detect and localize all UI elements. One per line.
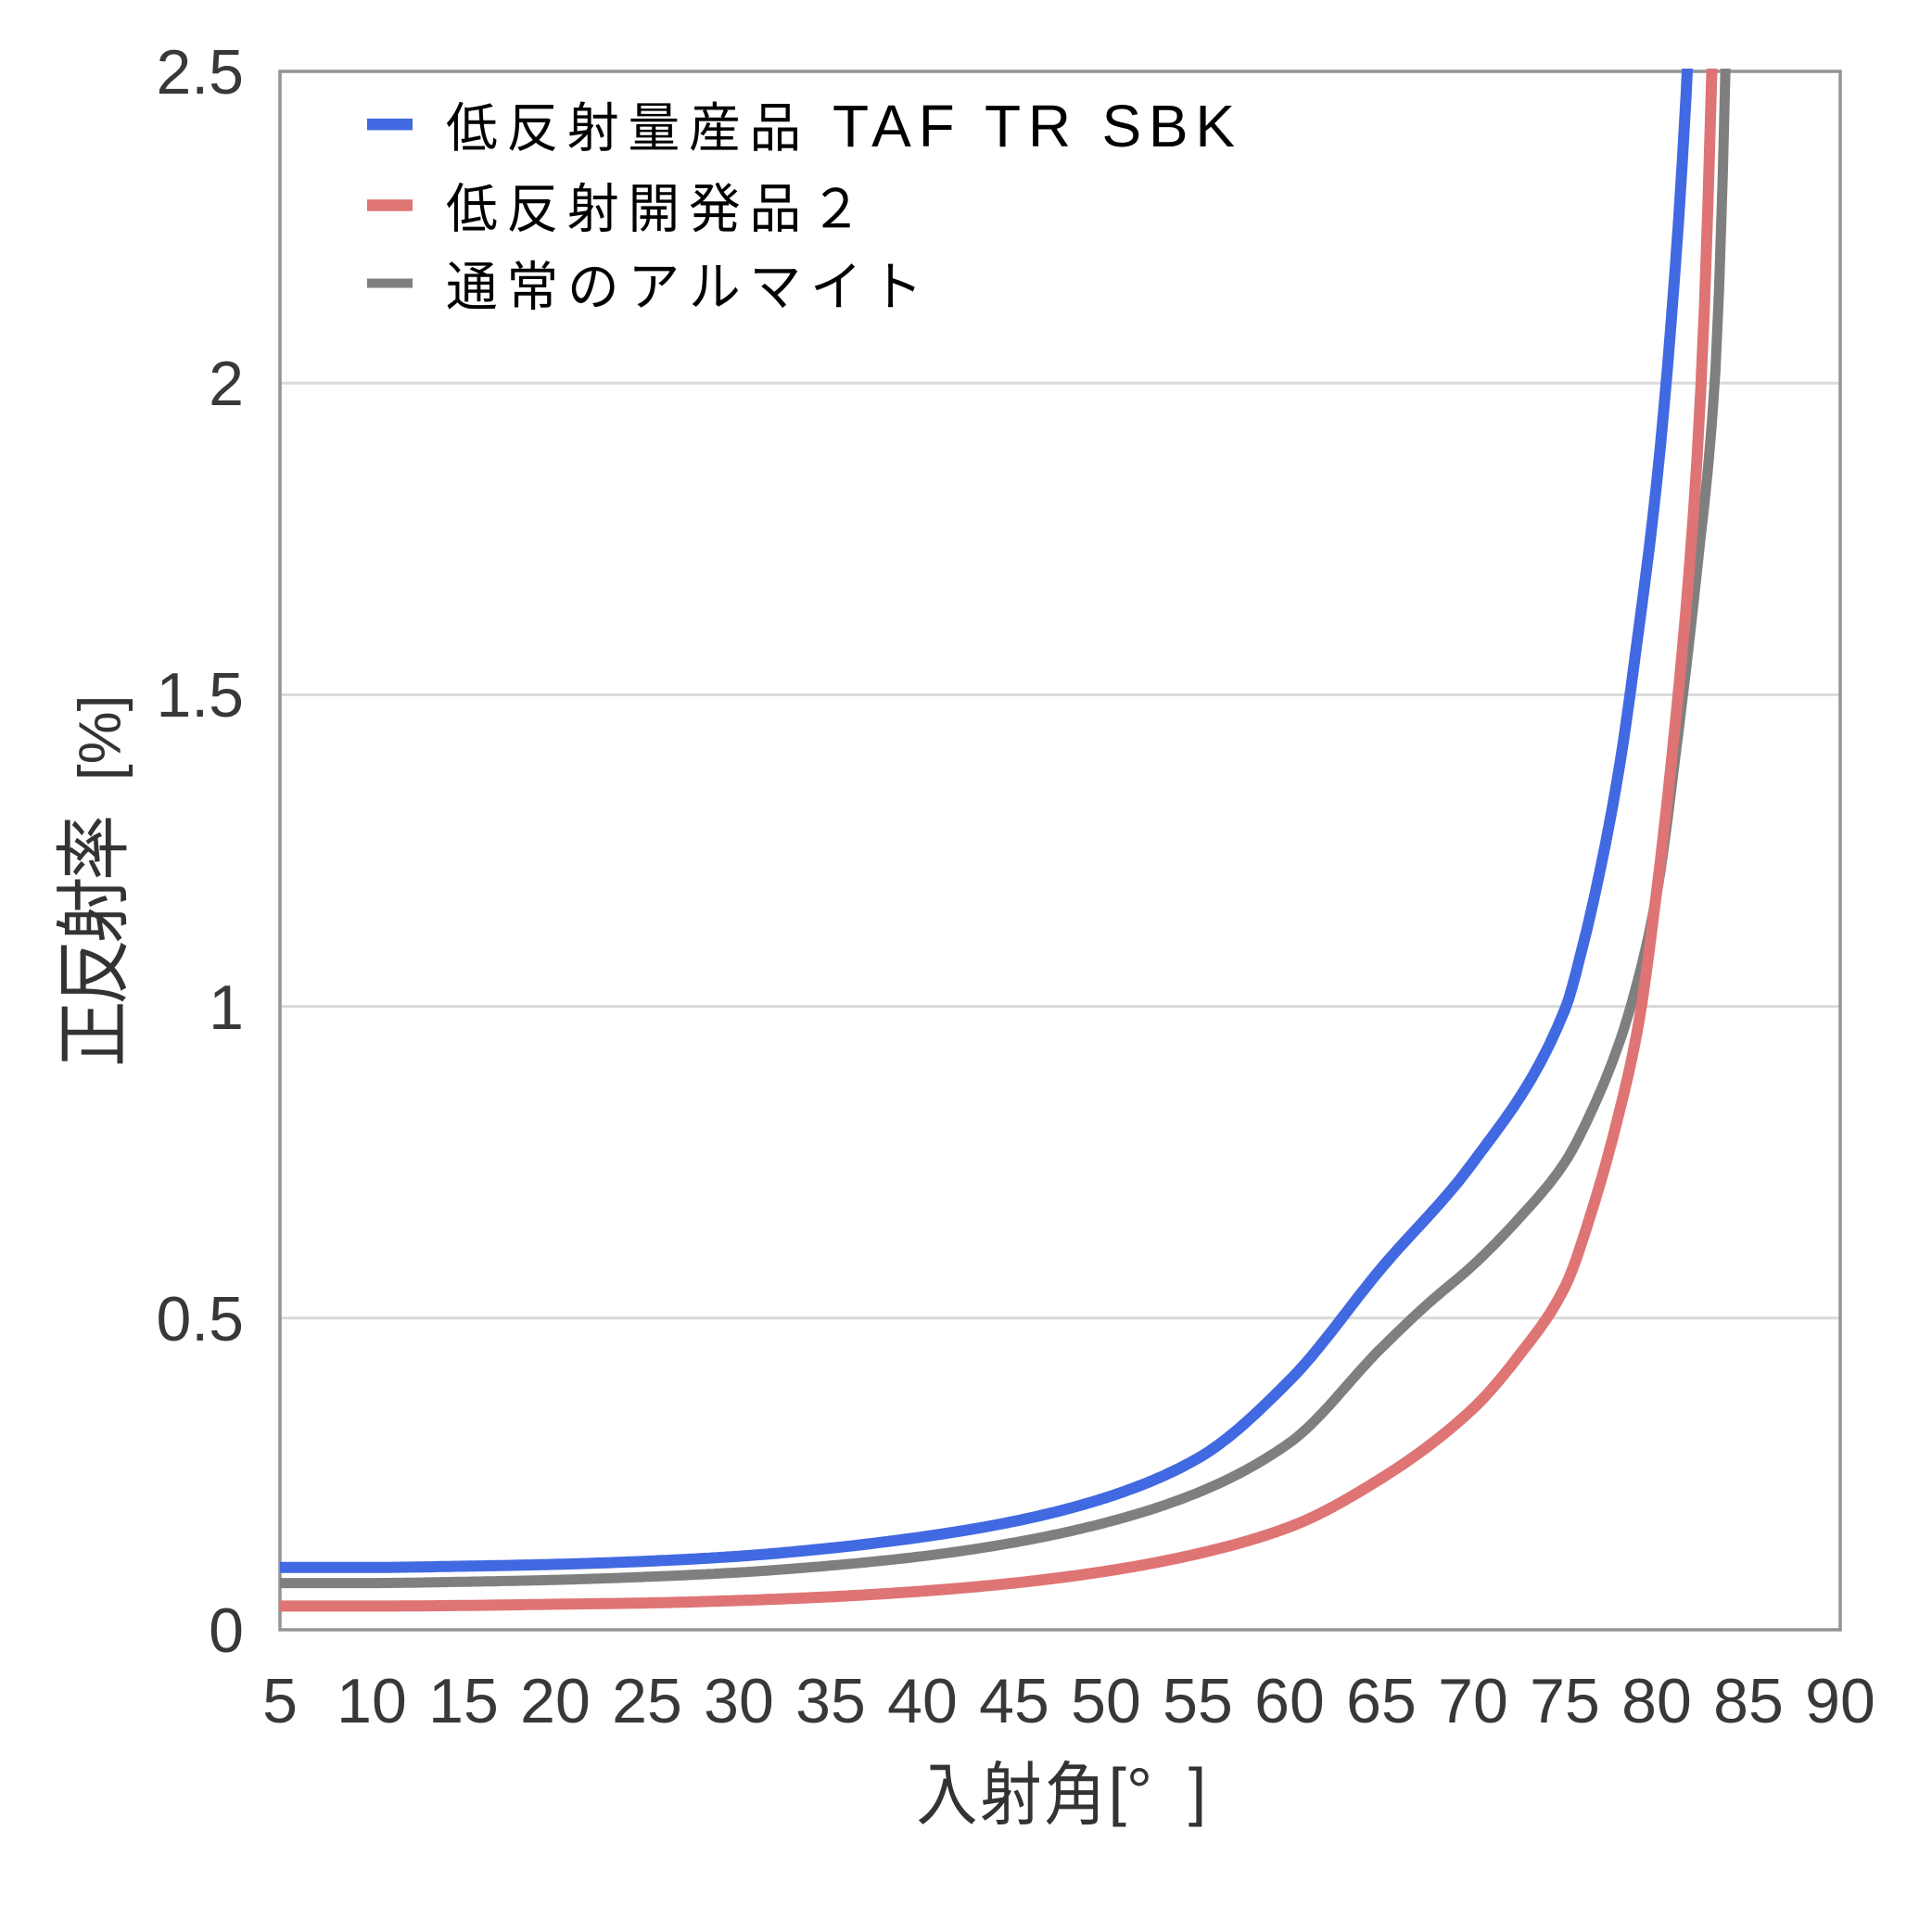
svg-text:15: 15 — [428, 1666, 499, 1736]
svg-text:65: 65 — [1346, 1666, 1417, 1736]
svg-text:50: 50 — [1071, 1666, 1141, 1736]
svg-text:20: 20 — [520, 1666, 591, 1736]
svg-text:25: 25 — [612, 1666, 682, 1736]
svg-text:[° ]: [° ] — [1109, 1755, 1207, 1827]
svg-text:2.5: 2.5 — [156, 37, 244, 108]
svg-text:70: 70 — [1438, 1666, 1508, 1736]
svg-text:TAF TR SBK: TAF TR SBK — [833, 93, 1242, 159]
svg-text:75: 75 — [1530, 1666, 1600, 1736]
svg-text:0.5: 0.5 — [156, 1284, 244, 1354]
svg-text:2: 2 — [209, 349, 244, 419]
svg-text:[%]: [%] — [67, 695, 133, 781]
svg-text:35: 35 — [795, 1666, 866, 1736]
svg-text:80: 80 — [1621, 1666, 1692, 1736]
svg-text:30: 30 — [704, 1666, 774, 1736]
svg-text:1: 1 — [209, 972, 244, 1043]
svg-text:1.5: 1.5 — [156, 660, 244, 731]
svg-text:40: 40 — [887, 1666, 958, 1736]
svg-text:45: 45 — [979, 1666, 1049, 1736]
svg-text:60: 60 — [1254, 1666, 1325, 1736]
svg-text:85: 85 — [1713, 1666, 1784, 1736]
svg-text:10: 10 — [337, 1666, 407, 1736]
svg-text:0: 0 — [209, 1595, 244, 1666]
svg-text:5: 5 — [262, 1666, 298, 1736]
svg-text:55: 55 — [1163, 1666, 1233, 1736]
svg-text:90: 90 — [1805, 1666, 1875, 1736]
